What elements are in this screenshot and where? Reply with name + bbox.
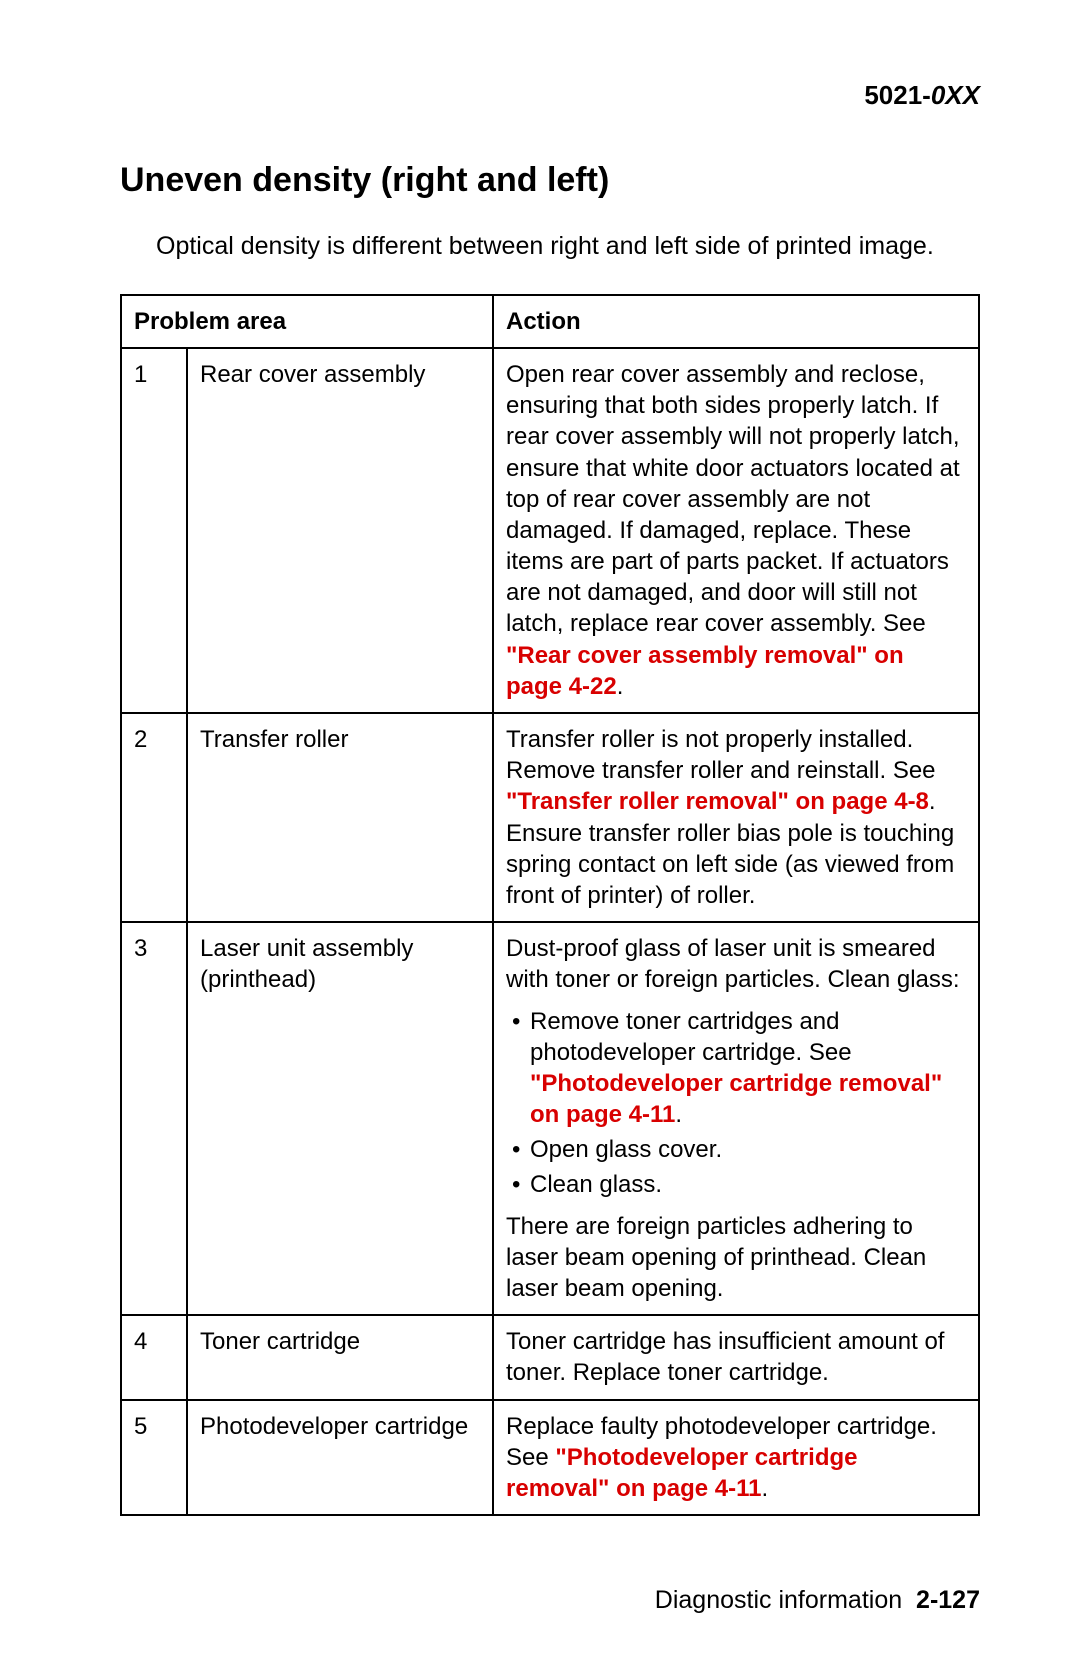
table-row: 1 Rear cover assembly Open rear cover as… <box>121 348 979 713</box>
cross-reference-link[interactable]: "Rear cover assembly removal" on page 4-… <box>506 642 904 700</box>
section-intro: Optical density is different between rig… <box>156 230 980 264</box>
table-row: 2 Transfer roller Transfer roller is not… <box>121 713 979 922</box>
bullet-text: . <box>675 1101 682 1128</box>
action-text: Transfer roller is not properly installe… <box>506 726 936 784</box>
page-footer: Diagnostic information 2-127 <box>120 1586 980 1615</box>
row-problem: Transfer roller <box>187 713 493 922</box>
row-problem: Photodeveloper cartridge <box>187 1400 493 1516</box>
col-problem-area: Problem area <box>121 295 493 348</box>
row-num: 4 <box>121 1315 187 1399</box>
list-item: Clean glass. <box>506 1169 966 1200</box>
row-problem: Laser unit assembly (printhead) <box>187 922 493 1315</box>
action-outro: There are foreign particles adhering to … <box>506 1211 966 1305</box>
col-action: Action <box>493 295 979 348</box>
cross-reference-link[interactable]: "Photodeveloper cartridge removal" on pa… <box>530 1070 942 1128</box>
document-page: 5021-0XX Uneven density (right and left)… <box>0 0 1080 1675</box>
row-action: Open rear cover assembly and reclose, en… <box>493 348 979 713</box>
row-action: Dust-proof glass of laser unit is smeare… <box>493 922 979 1315</box>
action-text: Open rear cover assembly and reclose, en… <box>506 361 960 638</box>
row-problem: Toner cartridge <box>187 1315 493 1399</box>
action-text: . <box>617 673 624 700</box>
row-num: 2 <box>121 713 187 922</box>
action-text: . <box>761 1475 768 1502</box>
bullet-text: Remove toner cartridges and photodevelop… <box>530 1008 852 1066</box>
row-action: Transfer roller is not properly installe… <box>493 713 979 922</box>
row-action: Replace faulty photodeveloper cartridge.… <box>493 1400 979 1516</box>
section-title: Uneven density (right and left) <box>120 161 980 200</box>
model-suffix: 0XX <box>931 80 980 110</box>
cross-reference-link[interactable]: "Transfer roller removal" on page 4-8 <box>506 788 929 815</box>
footer-label: Diagnostic information <box>655 1586 902 1614</box>
row-num: 5 <box>121 1400 187 1516</box>
row-num: 1 <box>121 348 187 713</box>
model-prefix: 5021- <box>864 80 931 110</box>
table-row: 4 Toner cartridge Toner cartridge has in… <box>121 1315 979 1399</box>
action-intro: Dust-proof glass of laser unit is smeare… <box>506 933 966 995</box>
list-item: Open glass cover. <box>506 1134 966 1165</box>
row-problem: Rear cover assembly <box>187 348 493 713</box>
cross-reference-link[interactable]: "Photodeveloper cartridge removal" on pa… <box>506 1444 857 1502</box>
action-bullets: Remove toner cartridges and photodevelop… <box>506 1006 966 1201</box>
table-row: 3 Laser unit assembly (printhead) Dust-p… <box>121 922 979 1315</box>
list-item: Remove toner cartridges and photodevelop… <box>506 1006 966 1131</box>
row-action: Toner cartridge has insufficient amount … <box>493 1315 979 1399</box>
model-header: 5021-0XX <box>120 80 980 111</box>
troubleshooting-table: Problem area Action 1 Rear cover assembl… <box>120 294 980 1516</box>
row-num: 3 <box>121 922 187 1315</box>
page-number: 2-127 <box>916 1586 980 1614</box>
table-row: 5 Photodeveloper cartridge Replace fault… <box>121 1400 979 1516</box>
